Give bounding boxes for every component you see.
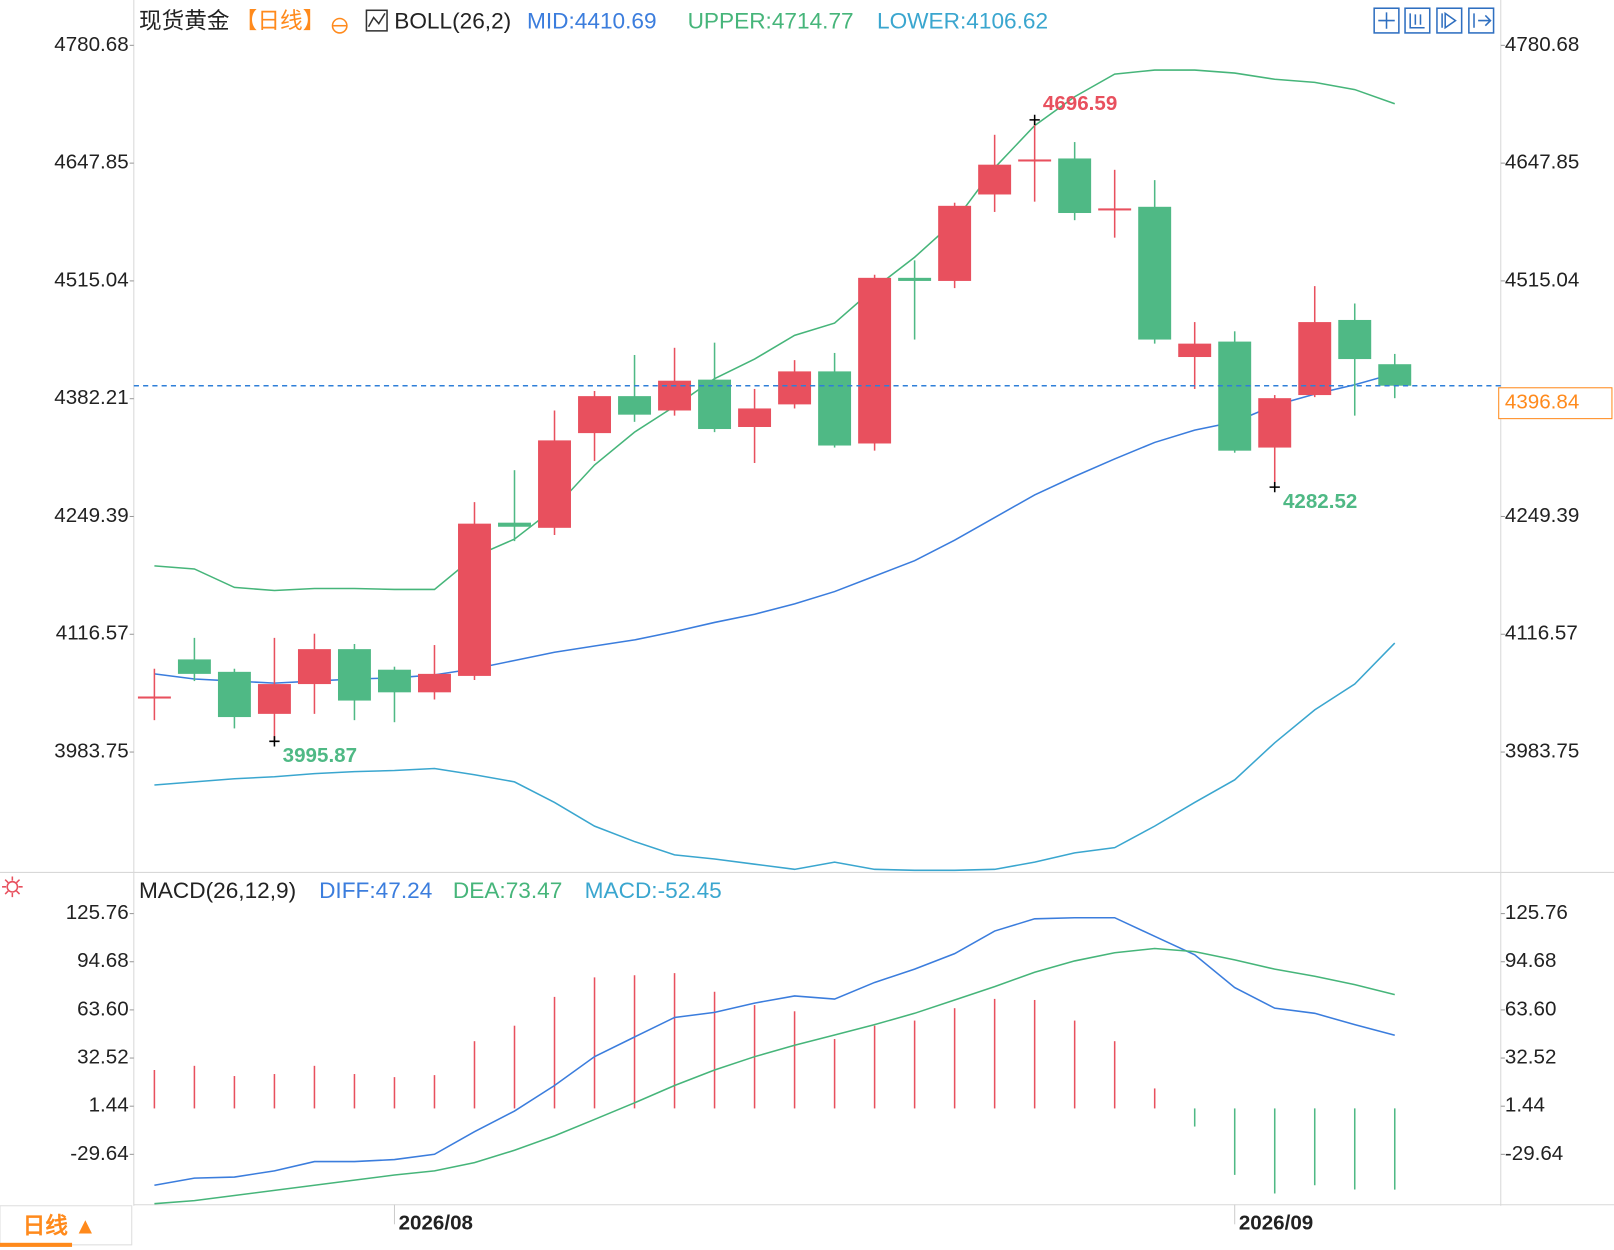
candle-body [257, 684, 291, 714]
toolbar-button[interactable] [1404, 7, 1431, 34]
low-annotation: 3995.87 [283, 744, 357, 767]
y-tick-label: 4382.21 [54, 386, 128, 409]
y-tick-label-right: 4515.04 [1505, 268, 1579, 291]
candle-body [1298, 322, 1332, 396]
x-tick-label: 2026/09 [1239, 1212, 1313, 1235]
candle-body [1378, 364, 1412, 386]
last-price-label: 4396.84 [1505, 391, 1579, 414]
high-annotation: 4696.59 [1043, 92, 1117, 115]
extreme-marker [1029, 114, 1040, 126]
candle-body [377, 669, 411, 693]
y-tick-label-right: 3983.75 [1505, 739, 1579, 762]
toolbar-glyph [1378, 12, 1395, 29]
candle-body [1058, 158, 1092, 214]
y-tick-label: 63.60 [77, 997, 129, 1020]
legend-entry: MID:4410.69 [527, 9, 657, 34]
candle-body [1218, 341, 1252, 451]
legend-entry: LOWER:4106.62 [877, 9, 1048, 34]
candle-body [1138, 206, 1172, 340]
y-tick-label-right: 4249.39 [1505, 504, 1579, 527]
macd-icon[interactable] [2, 876, 23, 898]
boll-line [154, 642, 1396, 872]
y-tick-label: 4515.04 [54, 268, 128, 291]
toolbar-glyph [1473, 13, 1492, 28]
legend-entry: DEA:73.47 [453, 878, 562, 903]
candle-body [858, 277, 892, 444]
candle-body [297, 649, 331, 685]
candle-body [418, 673, 451, 693]
y-tick-label: 4780.68 [54, 33, 128, 56]
y-tick-label: 32.52 [77, 1045, 129, 1068]
candle-body [498, 522, 531, 527]
indicator-label: BOLL(26,2) [394, 9, 511, 34]
candle-body [618, 396, 652, 415]
legend-entry: DIFF:47.24 [319, 878, 432, 903]
extreme-marker [269, 736, 280, 747]
y-tick-label-right: 125.76 [1505, 901, 1568, 924]
candle-body [538, 440, 571, 528]
candle-body [217, 671, 251, 718]
candle-body [818, 371, 852, 446]
candle-body [938, 205, 972, 281]
y-tick-label-right: 32.52 [1505, 1045, 1557, 1068]
low-annotation: 4282.52 [1283, 490, 1357, 513]
candle-body [738, 408, 772, 427]
indicator-icon[interactable] [365, 9, 388, 32]
macd-icon-circle [6, 880, 19, 893]
extreme-marker [1269, 481, 1280, 493]
y-tick-label: -29.64 [70, 1142, 128, 1165]
toolbar-button[interactable] [1436, 7, 1463, 34]
y-tick-label: 94.68 [77, 949, 129, 972]
last-price-box [1498, 387, 1613, 420]
candle-body [778, 371, 812, 405]
y-tick-label: 1.44 [89, 1094, 129, 1117]
y-tick-label-right: 4780.68 [1505, 33, 1579, 56]
candle-body [898, 277, 932, 281]
y-tick-label-right: 4116.57 [1505, 622, 1578, 645]
y-tick-label: 125.76 [66, 901, 129, 924]
candle-body [1258, 398, 1292, 448]
candle-body [337, 649, 371, 701]
legend-entry: MACD:-52.45 [585, 878, 722, 903]
period-label: 【日线】 [235, 9, 326, 34]
x-tick-label: 2026/08 [399, 1212, 473, 1235]
toolbar-glyph [1441, 11, 1457, 30]
y-tick-label: 4249.39 [54, 504, 128, 527]
candle-body [177, 659, 211, 674]
candle-body [698, 379, 732, 430]
candle-body [458, 523, 491, 676]
macd-title: MACD(26,12,9) [139, 878, 296, 903]
candle-body [137, 696, 171, 699]
y-tick-label-right: -29.64 [1505, 1142, 1563, 1165]
candle-body [1018, 159, 1052, 162]
toolbar-button[interactable] [1468, 7, 1495, 34]
y-tick-label-right: 1.44 [1505, 1094, 1545, 1117]
indicator-icon-line [367, 12, 386, 28]
toolbar [1373, 7, 1495, 34]
toolbar-button[interactable] [1373, 7, 1400, 34]
y-tick-label-right: 94.68 [1505, 949, 1557, 972]
boll-line [154, 69, 1396, 592]
period-button[interactable] [0, 1205, 133, 1246]
candle-body [1178, 343, 1212, 358]
candle-body [978, 164, 1012, 195]
y-tick-label: 4647.85 [54, 151, 128, 174]
y-tick-label-right: 4647.85 [1505, 151, 1579, 174]
macd-icon-rays [2, 876, 23, 898]
period-button-label[interactable]: 日线 ▲ [23, 1212, 97, 1238]
y-tick-label-right: 63.60 [1505, 997, 1557, 1020]
candle-body [578, 396, 611, 434]
macd-line [154, 947, 1395, 1205]
period-button-underline [0, 1242, 73, 1247]
toolbar-glyph [1409, 13, 1425, 29]
legend-entry: UPPER:4714.77 [688, 9, 854, 34]
y-tick-label: 4116.57 [56, 622, 129, 645]
chart-title: 现货黄金 [139, 9, 230, 34]
y-tick-label: 3983.75 [54, 739, 128, 762]
candle-body [1098, 208, 1132, 211]
candle-body [1338, 319, 1372, 360]
